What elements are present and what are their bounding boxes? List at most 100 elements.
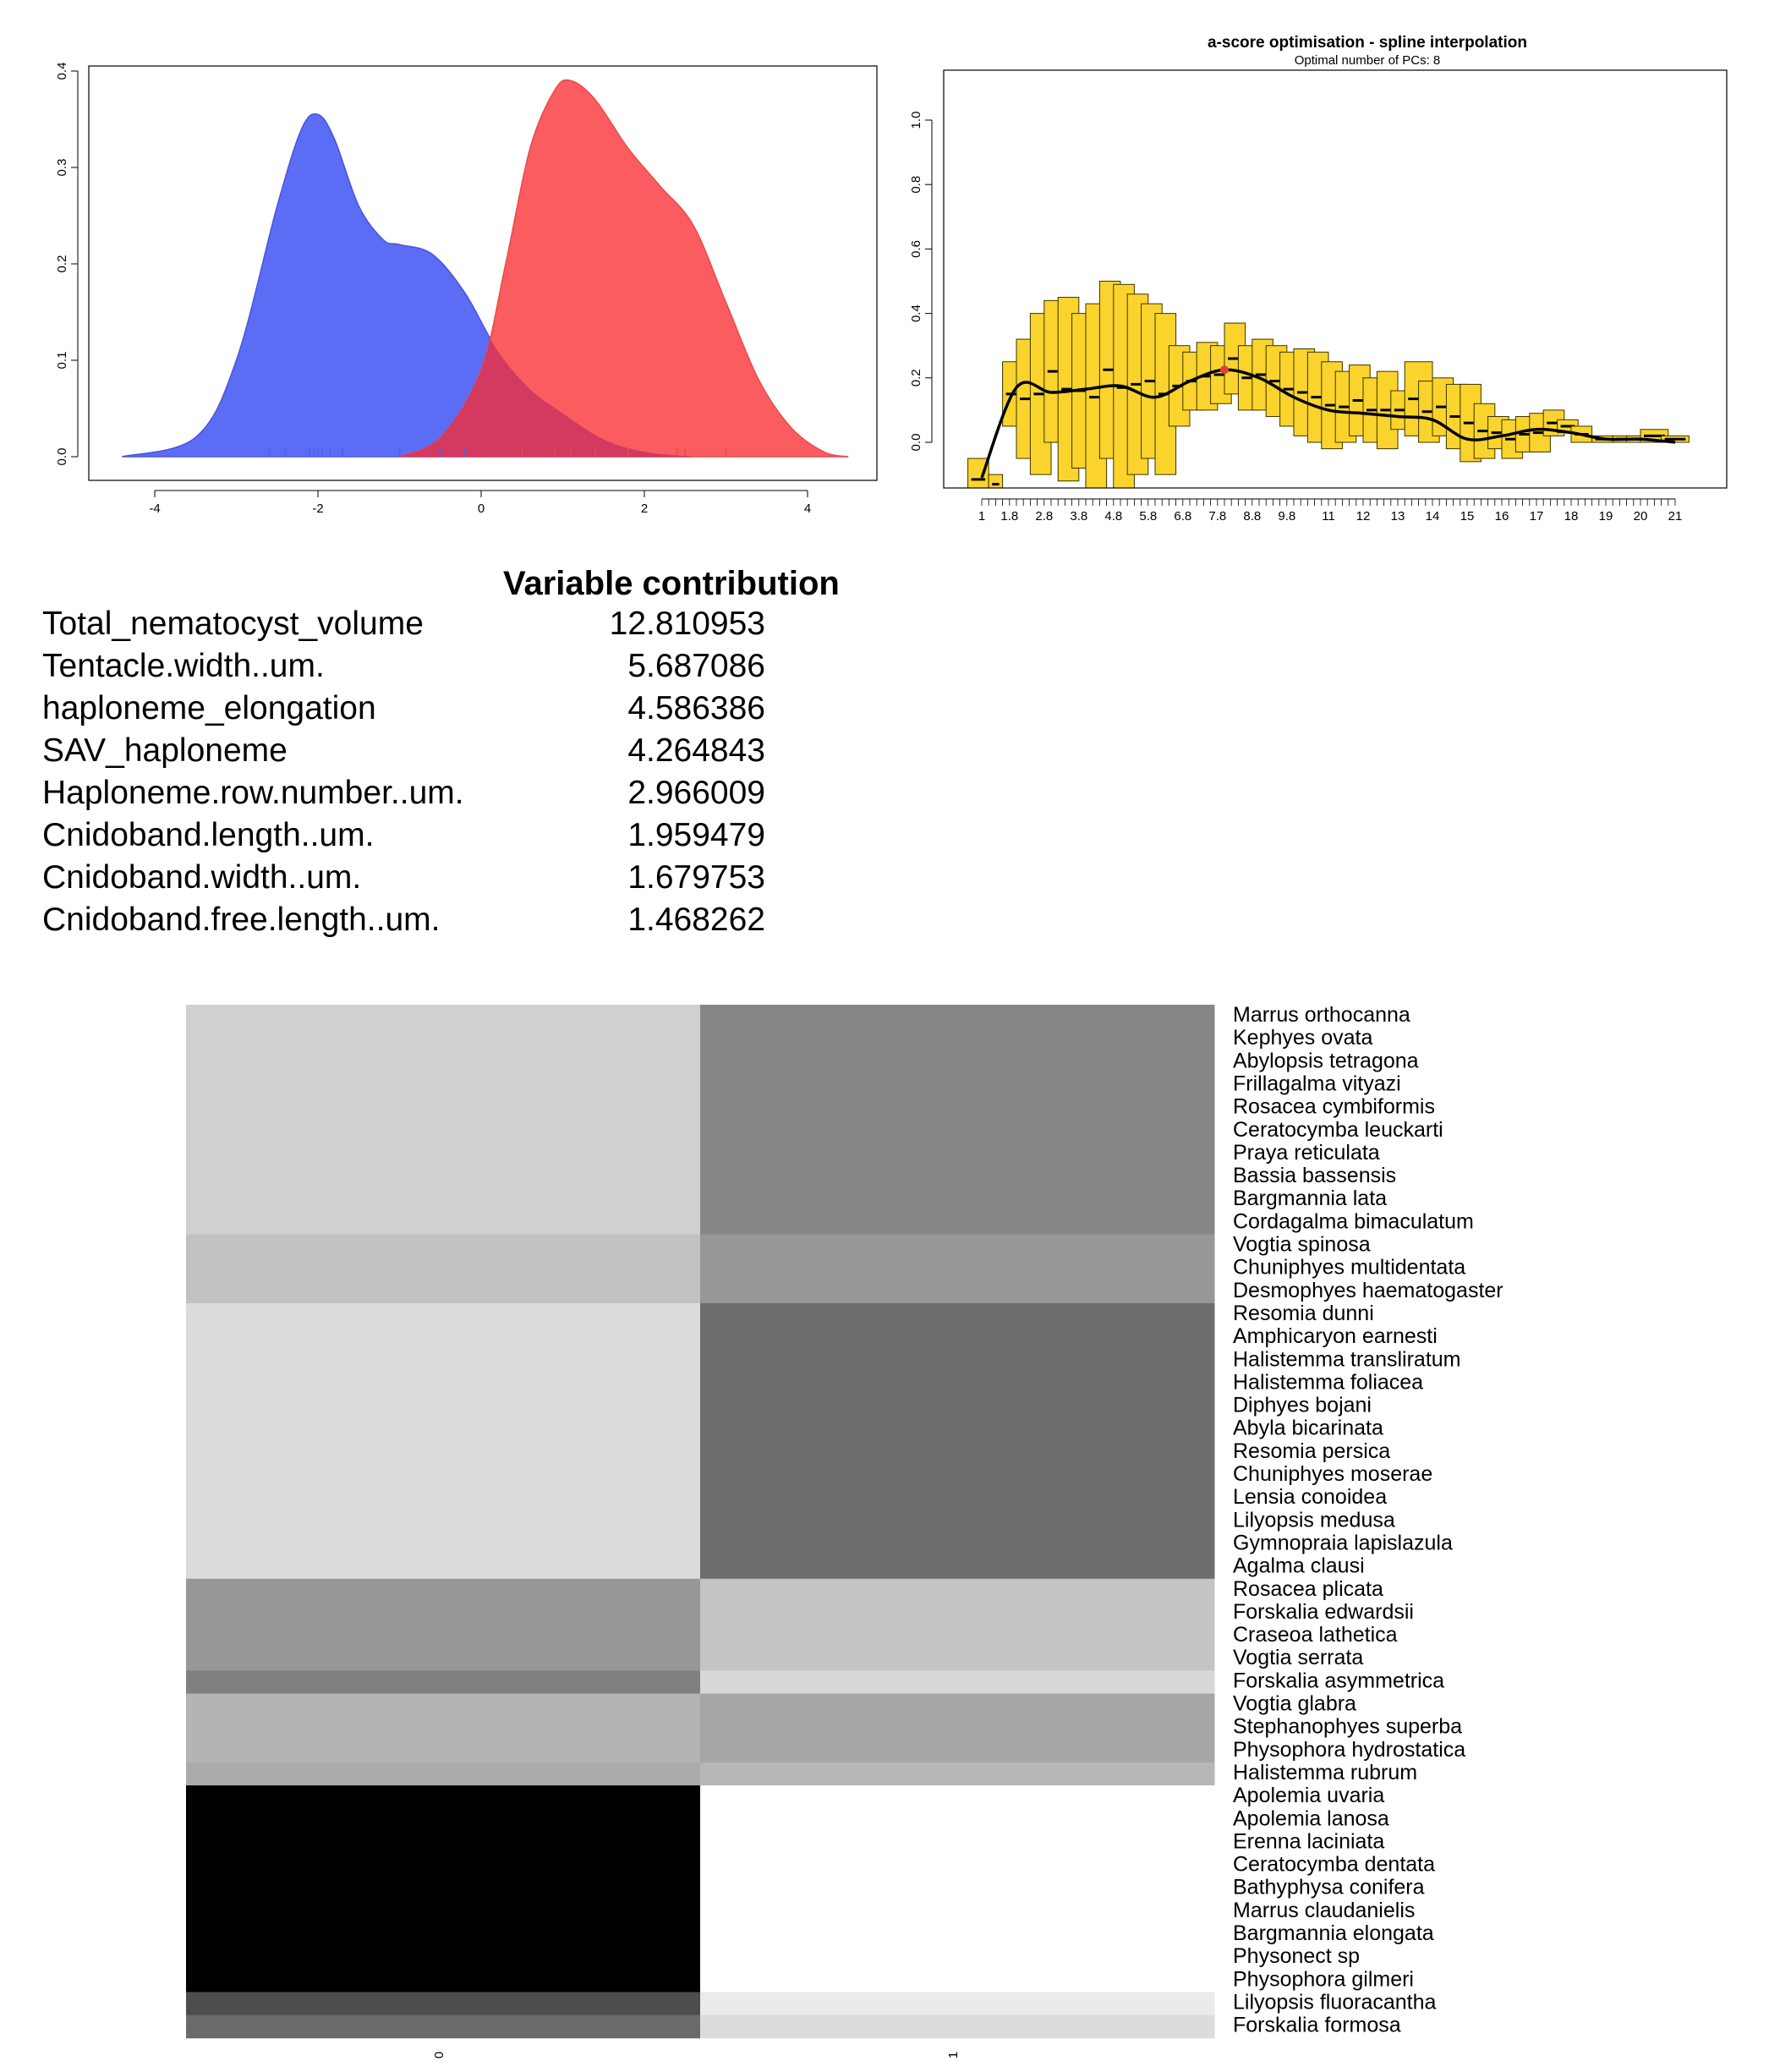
- y-tick-label: 0.6: [909, 240, 923, 258]
- row-label: Forskalia formosa: [1233, 2014, 1401, 2037]
- variable-name: SAV_haploneme: [42, 732, 288, 769]
- row-label: Abylopsis tetragona: [1233, 1049, 1419, 1072]
- heatmap-cell: [186, 1992, 701, 2016]
- variable-name: Cnidoband.free.length..um.: [42, 902, 441, 938]
- contribution-title: Variable contribution: [503, 565, 840, 602]
- row-label: Physophora hydrostatica: [1233, 1738, 1465, 1762]
- heatmap-cell: [186, 2014, 701, 2039]
- row-label: Bassia bassensis: [1233, 1164, 1396, 1187]
- x-tick-label: -4: [149, 502, 160, 516]
- y-tick-label: 0.2: [55, 255, 69, 273]
- row-label: Chuniphyes multidentata: [1233, 1256, 1465, 1280]
- x-tick-label: 2.8: [1035, 509, 1053, 523]
- row-label: Halistemma rubrum: [1233, 1761, 1417, 1784]
- density-plot: 0.0 0.1 0.2 0.3 0.4 -4 -2 0 2 4: [55, 63, 878, 516]
- x-tick-label: 0: [478, 502, 485, 516]
- x-tick-label: 1.8: [1000, 509, 1018, 523]
- variable-value: 1.679753: [627, 859, 765, 896]
- heatmap-cell: [700, 1785, 1215, 1993]
- row-label: Abyla bicarinata: [1233, 1417, 1383, 1440]
- x-tick-label: 17: [1530, 509, 1544, 523]
- chart-title: a-score optimisation - spline interpolat…: [1208, 34, 1527, 52]
- variable-name: Cnidoband.length..um.: [42, 817, 375, 853]
- chart-subtitle: Optimal number of PCs: 8: [1295, 53, 1441, 68]
- row-label: Ceratocymba dentata: [1233, 1853, 1435, 1877]
- row-label: Lilyopsis fluoracantha: [1233, 1990, 1437, 2014]
- row-label: Vogtia glabra: [1233, 1692, 1356, 1716]
- x-tick-label: 19: [1599, 509, 1613, 523]
- variable-value: 12.810953: [609, 606, 765, 642]
- x-tick-label: 9.8: [1278, 509, 1295, 523]
- heatmap-cell: [186, 1234, 701, 1304]
- row-label: Cordagalma bimaculatum: [1233, 1209, 1474, 1233]
- variable-value: 4.586386: [627, 690, 765, 726]
- row-label: Amphicaryon earnesti: [1233, 1324, 1438, 1348]
- y-tick-label: 0.4: [55, 63, 69, 80]
- y-tick-label: 0.2: [909, 369, 923, 386]
- row-label: Vogtia serrata: [1233, 1646, 1363, 1669]
- row-label: Marrus orthocanna: [1233, 1003, 1410, 1027]
- variable-name: Total_nematocyst_volume: [42, 606, 424, 642]
- x-tick-label: -2: [312, 502, 323, 516]
- x-tick-label: 11: [1322, 509, 1335, 523]
- row-label: Bargmannia elongata: [1233, 1921, 1434, 1945]
- heatmap-cell: [700, 1234, 1215, 1304]
- heatmap-cell: [186, 1693, 701, 1763]
- row-label: Chuniphyes moserae: [1233, 1462, 1432, 1486]
- row-label: Resomia persica: [1233, 1439, 1390, 1463]
- row-label: Kephyes ovata: [1233, 1026, 1372, 1050]
- plot-frame: [88, 65, 878, 481]
- x-tick-label: 13: [1391, 509, 1405, 523]
- x-tick-label: 7.8: [1208, 509, 1226, 523]
- row-label: Agalma clausi: [1233, 1554, 1365, 1578]
- x-tick-label: 4: [804, 502, 811, 516]
- x-tick-label: 21: [1668, 509, 1683, 523]
- x-tick-label: 8.8: [1243, 509, 1261, 523]
- x-tick-label: 14: [1426, 509, 1440, 523]
- row-label: Praya reticulata: [1233, 1141, 1380, 1165]
- row-label: Halistemma transliratum: [1233, 1347, 1461, 1371]
- row-label: Apolemia lanosa: [1233, 1806, 1389, 1830]
- y-tick-label: 0.1: [55, 352, 69, 370]
- row-label: Lensia conoidea: [1233, 1485, 1387, 1509]
- x-tick-label: 2: [641, 502, 648, 516]
- row-label: Bargmannia lata: [1233, 1187, 1387, 1210]
- heatmap-cell: [700, 1670, 1215, 1694]
- row-label: Bathyphysa conifera: [1233, 1876, 1425, 1899]
- density-red: [399, 79, 849, 458]
- variable-value: 4.264843: [627, 732, 765, 769]
- heatmap-cell: [186, 1005, 701, 1235]
- row-label: Forskalia edwardsii: [1233, 1600, 1414, 1624]
- x-tick-label: 3.8: [1070, 509, 1087, 523]
- row-label: Forskalia asymmetrica: [1233, 1669, 1444, 1692]
- x-tick-label: 5.8: [1139, 509, 1157, 523]
- row-label: Marrus claudanielis: [1233, 1899, 1415, 1922]
- heatmap-cell: [186, 1302, 701, 1580]
- spline-line: [980, 368, 1676, 479]
- heatmap-cell: [700, 2014, 1215, 2039]
- row-label: Lilyopsis medusa: [1233, 1508, 1395, 1532]
- x-tick-label: 16: [1495, 509, 1509, 523]
- x-tick-label: 1: [978, 509, 985, 523]
- ascore-plot: a-score optimisation - spline interpolat…: [909, 34, 1728, 523]
- variable-name: Tentacle.width..um.: [42, 648, 325, 684]
- row-label: Halistemma foliacea: [1233, 1370, 1423, 1394]
- heatmap-cell: [186, 1670, 701, 1694]
- variable-name: haploneme_elongation: [42, 690, 376, 726]
- row-label: Erenna laciniata: [1233, 1829, 1384, 1853]
- row-label: Apolemia uvaria: [1233, 1784, 1384, 1807]
- plot-frame: [943, 69, 1728, 489]
- boxes-group: [967, 281, 1690, 488]
- column-label: 1: [946, 2052, 961, 2058]
- row-label: Rosacea plicata: [1233, 1577, 1383, 1601]
- row-label: Vogtia spinosa: [1233, 1233, 1371, 1257]
- row-label: Diphyes bojani: [1233, 1394, 1372, 1417]
- y-tick-label: 0.0: [909, 434, 923, 452]
- heatmap-cell: [700, 1578, 1215, 1671]
- y-tick-label: 0.0: [55, 448, 69, 466]
- row-label: Gymnopraia lapislazula: [1233, 1531, 1453, 1554]
- variable-value: 2.966009: [627, 775, 765, 811]
- row-label: Ceratocymba leuckarti: [1233, 1118, 1443, 1142]
- row-label: Rosacea cymbiformis: [1233, 1095, 1435, 1119]
